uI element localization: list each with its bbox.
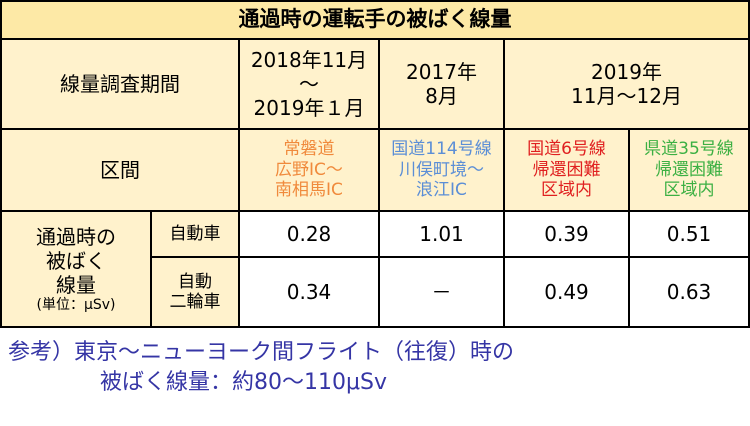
section-text: 南相馬IC: [275, 180, 343, 201]
vehicle-text: 二輪車: [169, 292, 221, 312]
vehicle: 自動 二輪車: [152, 258, 238, 326]
dose-value-text: 0.51: [666, 222, 712, 246]
vehicle: 自動車: [152, 212, 238, 256]
period-label-text: 線量調査期間: [60, 72, 180, 96]
rows-label-text: 通過時の: [36, 224, 116, 249]
vehicle-text: 自動車: [169, 223, 221, 244]
dose-table: 通過時の運転手の被ばく線量 線量調査期間 2018年11月～ 2019年１月 2017年…: [0, 0, 750, 328]
dose-value: 0.34: [240, 258, 378, 326]
period-label: 線量調査期間: [2, 40, 238, 128]
dose-value-text: 0.63: [666, 280, 712, 304]
title: 通過時の運転手の被ばく線量: [2, 2, 748, 38]
note-line: 参考）東京～ニューヨーク間フライト（往復）時の: [8, 340, 515, 365]
note-line: 被ばく線量：約80～110μSv: [100, 370, 387, 395]
section: 国道6号線 帰還困難 区域内: [505, 130, 628, 210]
period-text: 2018年11月: [250, 48, 368, 72]
dose-value-text: －: [431, 280, 452, 304]
period-text: 2019年１月: [253, 96, 365, 120]
dose-value: 0.39: [505, 212, 628, 256]
dose-value-text: 0.49: [544, 280, 589, 304]
dose-value: －: [380, 258, 503, 326]
section-text: 浪江IC: [416, 180, 467, 201]
dose-value: 1.01: [380, 212, 503, 256]
period: 2017年 8月: [380, 40, 503, 128]
period-text: 11月～12月: [571, 84, 682, 108]
section-text: 区域内: [663, 180, 715, 201]
dose-value: 0.51: [630, 212, 748, 256]
section-text: 広野IC～: [275, 159, 343, 180]
section-text: 川俣町境～: [399, 159, 484, 180]
section: 国道114号線 川俣町境～ 浪江IC: [380, 130, 503, 210]
section-label-text: 区間: [100, 158, 140, 182]
note: 参考）東京～ニューヨーク間フライト（往復）時の 被ばく線量：約80～110μSv: [8, 338, 514, 398]
dose-value: 0.63: [630, 258, 748, 326]
section-text: 帰還困難: [532, 159, 601, 180]
period: 2018年11月～ 2019年１月: [240, 40, 378, 128]
section-text: 県道35号線: [644, 139, 734, 160]
dose-value-text: 0.28: [286, 222, 332, 246]
rows-label: 通過時の 被ばく 線量 (単位：μSv): [2, 212, 150, 326]
dose-value-text: 0.34: [286, 280, 332, 304]
period-text: 2017年: [406, 60, 477, 84]
rows-label-text: 被ばく: [46, 248, 106, 273]
dose-value: 0.49: [505, 258, 628, 326]
section-text: 帰還困難: [655, 159, 723, 180]
section-text: 区域内: [541, 180, 592, 201]
title-text: 通過時の運転手の被ばく線量: [238, 7, 512, 32]
period-text: 2019年: [591, 60, 662, 84]
section: 県道35号線 帰還困難 区域内: [630, 130, 748, 210]
rows-label-text: 線量: [56, 272, 96, 297]
dose-value: 0.28: [240, 212, 378, 256]
dose-value-text: 0.39: [544, 222, 589, 246]
period: 2019年 11月～12月: [505, 40, 748, 128]
section-text: 国道6号線: [527, 139, 606, 160]
period-text: 8月: [425, 84, 458, 108]
vehicle-text: 自動: [178, 271, 212, 292]
section-text: 常磐道: [283, 139, 335, 160]
dose-value-text: 1.01: [419, 222, 464, 246]
section-label: 区間: [2, 130, 238, 210]
section-text: 国道114号線: [391, 139, 492, 160]
rows-label-text: (単位：μSv): [36, 296, 116, 313]
section: 常磐道 広野IC～ 南相馬IC: [240, 130, 378, 210]
period-text: ～: [299, 72, 319, 96]
